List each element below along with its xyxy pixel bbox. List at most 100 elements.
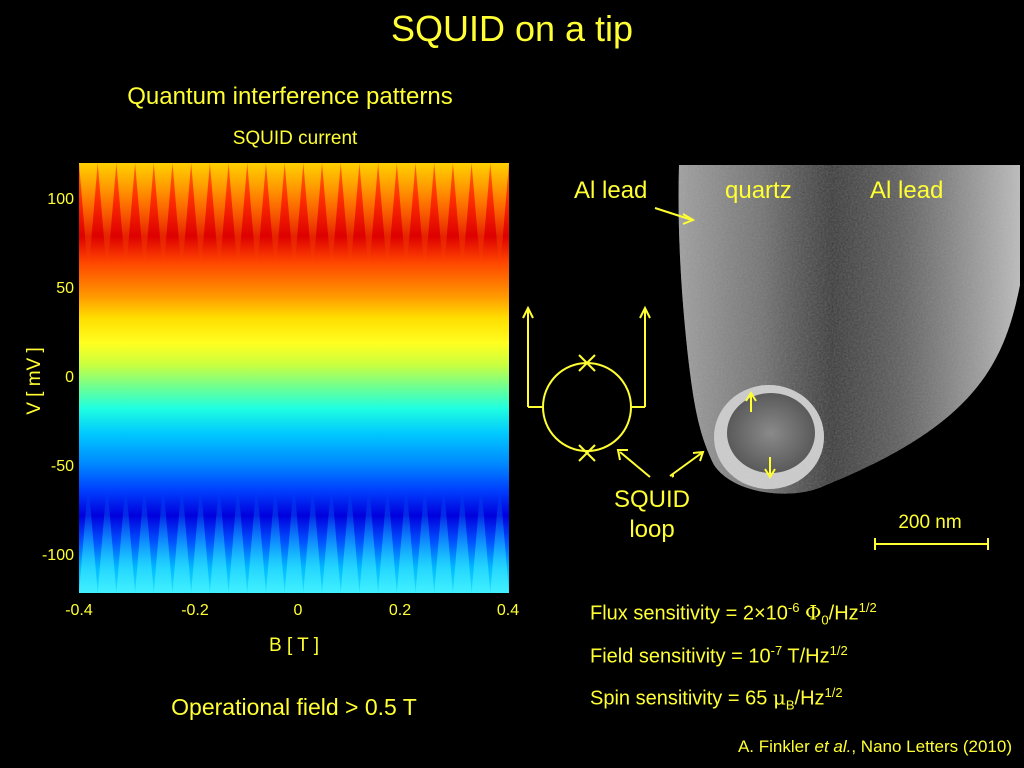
lower-lobe <box>452 493 472 593</box>
x-tick-label: -0.2 <box>181 602 209 619</box>
upper-lobe <box>490 163 509 263</box>
squid-label-line2: loop <box>629 516 675 543</box>
x-tick-label: 0 <box>293 602 303 619</box>
lower-lobe <box>172 493 192 593</box>
field-label: Field sensitivity = 10 <box>590 645 771 668</box>
field-sensitivity: Field sensitivity = 10-7 T/Hz1/2 <box>590 643 848 669</box>
lower-lobe <box>303 493 323 593</box>
bohr-magneton-symbol: μ <box>772 685 786 710</box>
lower-lobe <box>116 493 136 593</box>
upper-lobe <box>434 163 453 263</box>
upper-lobe <box>303 163 323 263</box>
lower-lobe <box>415 493 435 593</box>
quartz-label: quartz <box>725 177 792 204</box>
y-axis-label: V [ mV ] <box>24 347 45 415</box>
upper-lobe <box>153 163 173 263</box>
y-tick-label: -50 <box>50 458 74 475</box>
field-unit: T/Hz <box>782 645 830 668</box>
section-subtitle: Quantum interference patterns <box>127 83 453 110</box>
scale-bar <box>874 538 989 550</box>
upper-lobe <box>191 163 210 263</box>
y-tick-label: 100 <box>47 191 74 208</box>
upper-interference-lobes <box>79 163 509 263</box>
spin-label: Spin sensitivity = 65 <box>590 687 773 710</box>
scale-bar-label: 200 nm <box>898 512 962 533</box>
flux-exponent: -6 <box>787 600 800 615</box>
lower-lobe <box>471 493 491 593</box>
upper-lobe <box>209 163 229 263</box>
upper-lobe <box>284 163 304 263</box>
upper-lobe <box>378 163 397 263</box>
citation-author: A. Finkler <box>737 737 815 756</box>
upper-lobe <box>322 163 341 263</box>
flux-quantum-subscript: 0 <box>821 612 829 628</box>
plot-title: SQUID current <box>232 128 358 149</box>
upper-lobe <box>116 163 136 263</box>
upper-lobe <box>415 163 435 263</box>
slide-title: SQUID on a tip <box>390 8 634 49</box>
field-exponent: -7 <box>770 643 783 658</box>
sem-tip-image <box>674 165 1020 510</box>
x-tick-label: 0.2 <box>388 602 412 619</box>
lower-lobe <box>135 493 154 593</box>
flux-label: Flux sensitivity = 2×10 <box>590 602 788 625</box>
lower-lobe <box>79 493 98 593</box>
y-tick-label: 0 <box>65 369 74 386</box>
lower-lobe <box>284 493 304 593</box>
upper-lobe <box>79 163 98 263</box>
spin-unit-exponent: 1/2 <box>824 685 843 700</box>
y-tick-label: 50 <box>56 280 74 297</box>
upper-lobe <box>265 163 285 263</box>
upper-lobe <box>172 163 192 263</box>
x-tick-label: -0.4 <box>65 602 93 619</box>
al-lead-left-label: Al lead <box>574 177 648 204</box>
upper-lobe <box>359 163 379 263</box>
lower-lobe <box>228 493 248 593</box>
upper-lobe <box>452 163 472 263</box>
lower-lobe <box>434 493 453 593</box>
y-tick-label: -100 <box>41 547 74 564</box>
upper-lobe <box>471 163 491 263</box>
squid-pointer-arrow <box>669 450 705 477</box>
citation-journal: , Nano Letters (2010) <box>851 737 1012 756</box>
upper-lobe <box>97 163 117 263</box>
upper-lobe <box>396 163 416 263</box>
citation-etal: et al. <box>814 737 852 756</box>
lower-lobe <box>97 493 117 593</box>
lower-lobe <box>247 493 266 593</box>
heatmap-svg <box>79 163 509 593</box>
sem-tip-svg <box>674 165 1020 510</box>
flux-unit: /Hz <box>828 602 859 625</box>
field-unit-exponent: 1/2 <box>829 643 848 658</box>
squid-current-heatmap <box>79 163 509 593</box>
lower-lobe <box>322 493 341 593</box>
bohr-magneton-subscript: B <box>785 697 795 713</box>
spin-unit: /Hz <box>794 687 825 710</box>
flux-quantum-symbol: Φ <box>805 600 822 625</box>
upper-lobe <box>135 163 154 263</box>
x-tick-label: 0.4 <box>496 602 520 619</box>
flux-sensitivity: Flux sensitivity = 2×10-6 Φ0/Hz1/2 <box>590 600 877 628</box>
lower-lobe <box>191 493 210 593</box>
upper-lobe <box>340 163 360 263</box>
x-axis-label: B [ T ] <box>269 635 319 656</box>
lower-lobe <box>340 493 360 593</box>
citation: A. Finkler et al., Nano Letters (2010) <box>620 737 1012 757</box>
flux-unit-exponent: 1/2 <box>858 600 877 615</box>
spin-sensitivity: Spin sensitivity = 65 μB/Hz1/2 <box>590 685 843 713</box>
lower-lobe <box>209 493 229 593</box>
al-lead-arrow <box>654 207 696 225</box>
upper-lobe <box>247 163 266 263</box>
lower-lobe <box>396 493 416 593</box>
lower-lobe <box>153 493 173 593</box>
lower-lobe <box>359 493 379 593</box>
al-lead-right-label: Al lead <box>870 177 944 204</box>
squid-loop-label: SQUID loop <box>592 485 712 545</box>
squid-label-line1: SQUID <box>613 486 690 513</box>
lower-lobe <box>265 493 285 593</box>
lower-lobe <box>490 493 509 593</box>
upper-lobe <box>228 163 248 263</box>
operational-field-note: Operational field > 0.5 T <box>171 694 417 720</box>
lower-interference-lobes <box>79 493 509 593</box>
lower-lobe <box>378 493 397 593</box>
